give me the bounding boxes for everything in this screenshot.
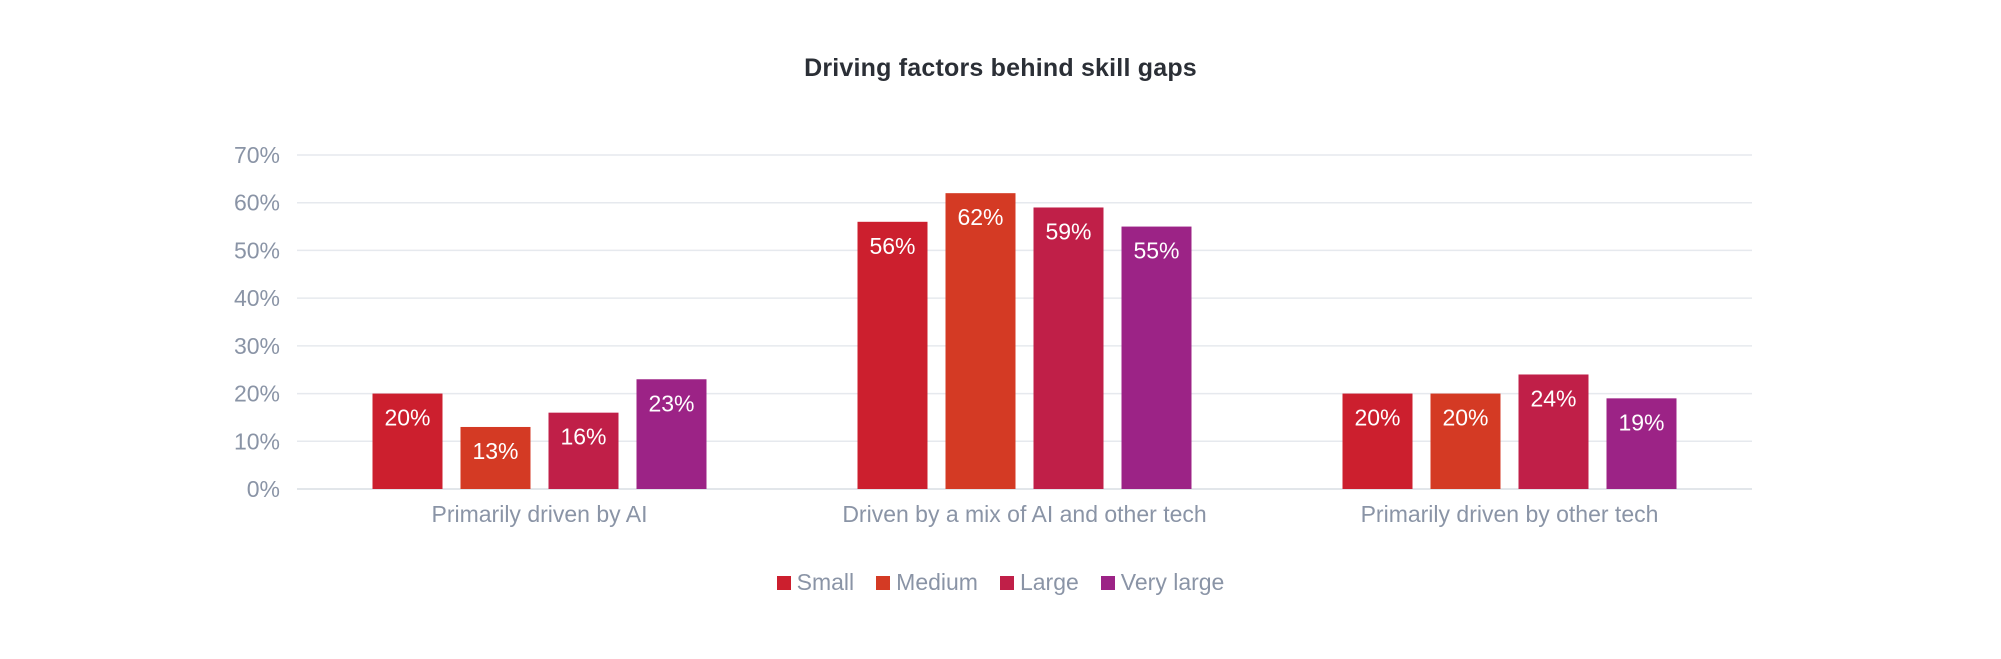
legend-item: Large (999, 569, 1079, 596)
bar (1033, 207, 1104, 489)
bar (636, 379, 707, 489)
legend-item: Very large (1100, 569, 1225, 596)
bar (1430, 393, 1501, 489)
x-category-label: Primarily driven by AI (431, 501, 647, 527)
legend-swatch (776, 575, 791, 590)
x-category-label: Primarily driven by other tech (1361, 501, 1659, 527)
y-tick-label: 70% (234, 142, 280, 168)
data-label: 56% (869, 233, 915, 259)
x-category-label: Driven by a mix of AI and other tech (842, 501, 1206, 527)
legend-item: Small (776, 569, 855, 596)
y-tick-label: 30% (234, 333, 280, 359)
legend-item: Medium (876, 569, 978, 596)
data-label: 55% (1133, 238, 1179, 264)
bar (548, 412, 619, 489)
bar (1518, 374, 1589, 489)
bar (1342, 393, 1413, 489)
bar (1606, 398, 1677, 489)
bar (945, 193, 1016, 489)
data-label: 20% (1354, 405, 1400, 431)
bar (372, 393, 443, 489)
legend: Small Medium Large Very large (0, 569, 2001, 596)
legend-label: Very large (1120, 569, 1225, 595)
y-tick-label: 50% (234, 237, 280, 263)
data-label: 19% (1618, 409, 1664, 435)
legend-swatch (999, 575, 1014, 590)
data-label: 24% (1530, 385, 1576, 411)
data-label: 13% (472, 438, 518, 464)
y-tick-label: 20% (234, 381, 280, 407)
chart-title: Driving factors behind skill gaps (804, 54, 1197, 82)
legend-label: Medium (896, 569, 978, 595)
y-tick-label: 40% (234, 285, 280, 311)
data-label: 59% (1045, 218, 1091, 244)
legend-label: Large (1019, 569, 1079, 595)
bar (857, 221, 928, 490)
data-label: 20% (384, 405, 430, 431)
y-tick-label: 60% (234, 190, 280, 216)
legend-swatch (876, 575, 891, 590)
data-label: 16% (560, 424, 606, 450)
bar (460, 426, 531, 489)
bar (1121, 226, 1192, 490)
data-label: 23% (648, 390, 694, 416)
data-label: 20% (1442, 405, 1488, 431)
legend-swatch (1100, 575, 1115, 590)
y-tick-label: 0% (247, 476, 280, 502)
y-tick-label: 10% (234, 428, 280, 454)
data-label: 62% (957, 204, 1003, 230)
legend-label: Small (796, 569, 855, 595)
